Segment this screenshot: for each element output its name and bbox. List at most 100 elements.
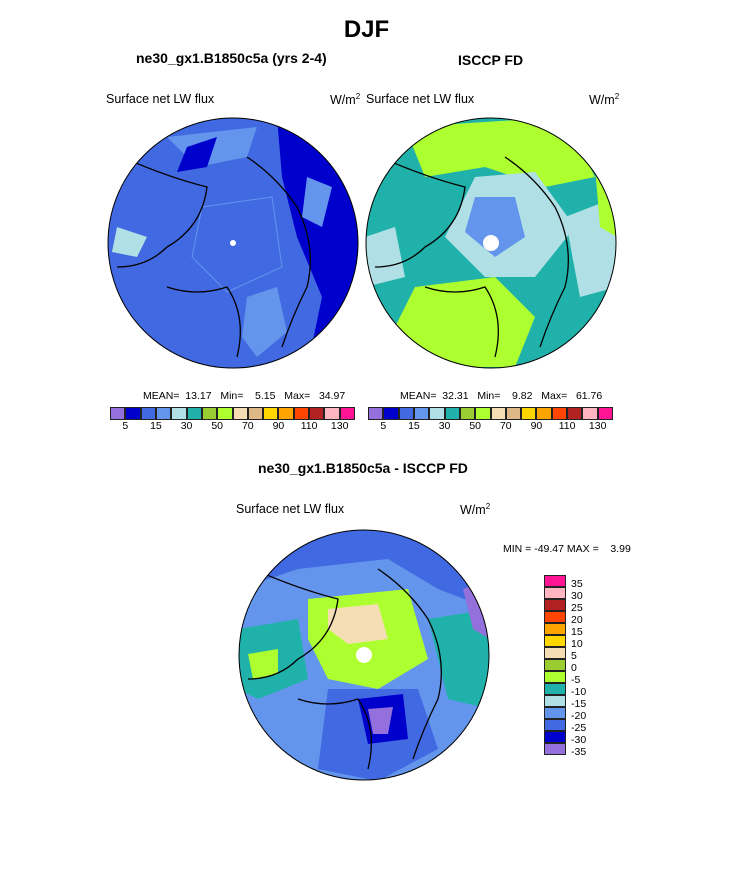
colorbar-label: -30 — [571, 734, 587, 746]
colorbar-cell — [544, 659, 566, 671]
colorbar-tick-label: 15 — [408, 420, 420, 432]
diff-colorbar: 35 30 25 20 15 10 5 0 -5 -10 -15 -20 -25 -30 -35 — [544, 575, 586, 758]
colorbar-cell — [155, 407, 172, 420]
right-stats: MEAN= 32.31 Min= 9.82 Max= 61.76 — [400, 390, 603, 402]
colorbar-label: 25 — [571, 602, 583, 614]
colorbar-cell — [459, 407, 476, 420]
colorbar-cell — [413, 407, 430, 420]
colorbar-label: -20 — [571, 710, 587, 722]
right-colorbar: 5 15 30 50 70 90 110 130 — [368, 407, 613, 434]
colorbar-label: 30 — [571, 590, 583, 602]
colorbar-cell — [505, 407, 522, 420]
colorbar-cell — [140, 407, 156, 420]
colorbar-cell — [544, 575, 566, 587]
colorbar-label: 20 — [571, 614, 583, 626]
colorbar-cell — [309, 407, 325, 420]
colorbar-label: -10 — [571, 686, 587, 698]
colorbar-cell — [278, 407, 294, 420]
colorbar-tick-label: 5 — [122, 420, 129, 432]
colorbar-cell — [544, 623, 566, 635]
colorbar-tick-label: 50 — [469, 420, 482, 432]
colorbar-cell — [582, 407, 598, 420]
colorbar-cell — [339, 407, 355, 420]
colorbar-cell — [125, 407, 141, 420]
colorbar-cell — [201, 407, 218, 420]
right-units-label: W/m2 — [589, 92, 620, 108]
colorbar-label: -25 — [571, 722, 587, 734]
colorbar-cell — [475, 407, 491, 420]
colorbar-tick-label: 15 — [150, 420, 162, 432]
right-colorbar-cells — [368, 407, 613, 420]
diff-stats: MIN = -49.47 MAX = 3.99 — [503, 543, 631, 555]
colorbar-cell — [263, 407, 279, 420]
left-panel-title: ne30_gx1.B1850c5a (yrs 2-4) — [136, 50, 327, 66]
colorbar-cell — [398, 407, 414, 420]
colorbar-cell — [544, 587, 566, 599]
colorbar-cell — [544, 599, 566, 611]
colorbar-cell — [110, 407, 126, 420]
colorbar-cell — [544, 695, 566, 707]
right-variable-label: Surface net LW flux — [366, 92, 475, 106]
colorbar-tick-label: 30 — [180, 420, 193, 432]
colorbar-cell — [490, 407, 506, 420]
diff-variable-label: Surface net LW flux — [236, 502, 345, 516]
colorbar-cell — [383, 407, 399, 420]
colorbar-cell — [171, 407, 187, 420]
colorbar-cell — [232, 407, 248, 420]
colorbar-cell — [544, 707, 566, 719]
colorbar-cell — [536, 407, 552, 420]
colorbar-cell — [544, 671, 566, 683]
colorbar-tick-label: 30 — [438, 420, 451, 432]
left-colorbar-ticks: 5 15 30 50 70 90 110 130 — [110, 420, 355, 434]
left-variable-label: Surface net LW flux — [106, 92, 215, 106]
diff-units-label: W/m2 — [460, 502, 491, 518]
colorbar-cell — [368, 407, 384, 420]
colorbar-tick-label: 5 — [380, 420, 387, 432]
colorbar-cell — [544, 743, 566, 755]
left-units-label: W/m2 — [330, 92, 361, 108]
colorbar-cell — [544, 647, 566, 659]
colorbar-cell — [186, 407, 202, 420]
colorbar-label: -5 — [571, 674, 581, 686]
diff-panel-title: ne30_gx1.B1850c5a - ISCCP FD — [258, 460, 468, 476]
colorbar-tick-label: 90 — [530, 420, 543, 432]
colorbar-cell — [544, 719, 566, 731]
colorbar-label: 10 — [571, 638, 583, 650]
right-colorbar-ticks: 5 15 30 50 70 90 110 130 — [368, 420, 613, 434]
colorbar-cell — [444, 407, 460, 420]
colorbar-label: 5 — [571, 650, 577, 662]
colorbar-label: -15 — [571, 698, 587, 710]
left-colorbar-cells — [110, 407, 355, 420]
colorbar-cell — [293, 407, 310, 420]
colorbar-cell — [544, 635, 566, 647]
colorbar-cell — [544, 611, 566, 623]
colorbar-tick-label: 110 — [558, 420, 576, 432]
diff-colorbar-cells — [544, 575, 566, 755]
right-panel-title: ISCCP FD — [458, 52, 524, 68]
colorbar-cell — [567, 407, 583, 420]
colorbar-label: 35 — [571, 578, 583, 590]
colorbar-cell — [544, 731, 566, 743]
colorbar-tick-label: 130 — [588, 420, 607, 432]
colorbar-cell — [217, 407, 233, 420]
colorbar-cell — [597, 407, 613, 420]
colorbar-cell — [324, 407, 340, 420]
colorbar-cell — [521, 407, 537, 420]
colorbar-label: -35 — [571, 746, 587, 758]
colorbar-cell — [429, 407, 445, 420]
diff-polar-map — [238, 529, 490, 781]
left-colorbar: 5 15 30 50 70 90 110 130 — [110, 407, 355, 434]
colorbar-tick-label: 70 — [499, 420, 512, 432]
colorbar-cell — [551, 407, 568, 420]
left-stats: MEAN= 13.17 Min= 5.15 Max= 34.97 — [143, 390, 346, 402]
colorbar-tick-label: 90 — [272, 420, 285, 432]
colorbar-tick-label: 70 — [241, 420, 254, 432]
colorbar-tick-label: 110 — [300, 420, 318, 432]
season-title: DJF — [343, 16, 390, 43]
right-polar-map — [365, 117, 617, 369]
colorbar-cell — [544, 683, 566, 695]
colorbar-label: 0 — [571, 662, 577, 674]
colorbar-tick-label: 130 — [330, 420, 349, 432]
colorbar-cell — [247, 407, 264, 420]
colorbar-tick-label: 50 — [211, 420, 224, 432]
